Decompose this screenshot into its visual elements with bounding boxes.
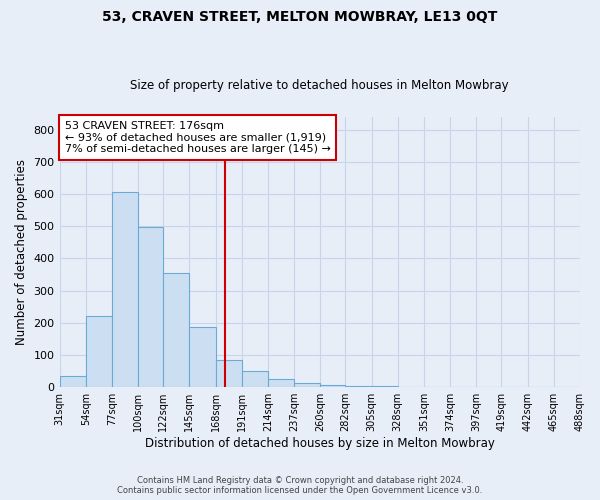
Bar xyxy=(268,379,294,387)
Bar xyxy=(59,376,86,387)
Text: 53, CRAVEN STREET, MELTON MOWBRAY, LE13 0QT: 53, CRAVEN STREET, MELTON MOWBRAY, LE13 … xyxy=(103,10,497,24)
Y-axis label: Number of detached properties: Number of detached properties xyxy=(15,159,28,345)
Bar xyxy=(112,192,138,387)
Bar xyxy=(346,386,371,387)
Text: 53 CRAVEN STREET: 176sqm
← 93% of detached houses are smaller (1,919)
7% of semi: 53 CRAVEN STREET: 176sqm ← 93% of detach… xyxy=(65,121,331,154)
Bar xyxy=(163,273,190,387)
Bar xyxy=(320,384,346,387)
Text: Contains HM Land Registry data © Crown copyright and database right 2024.
Contai: Contains HM Land Registry data © Crown c… xyxy=(118,476,482,495)
Bar xyxy=(294,383,320,387)
X-axis label: Distribution of detached houses by size in Melton Mowbray: Distribution of detached houses by size … xyxy=(145,437,495,450)
Bar xyxy=(138,227,163,387)
Title: Size of property relative to detached houses in Melton Mowbray: Size of property relative to detached ho… xyxy=(130,79,509,92)
Bar xyxy=(86,316,112,387)
Bar xyxy=(242,371,268,387)
Bar xyxy=(190,326,215,387)
Bar xyxy=(371,386,398,387)
Bar xyxy=(215,360,242,387)
